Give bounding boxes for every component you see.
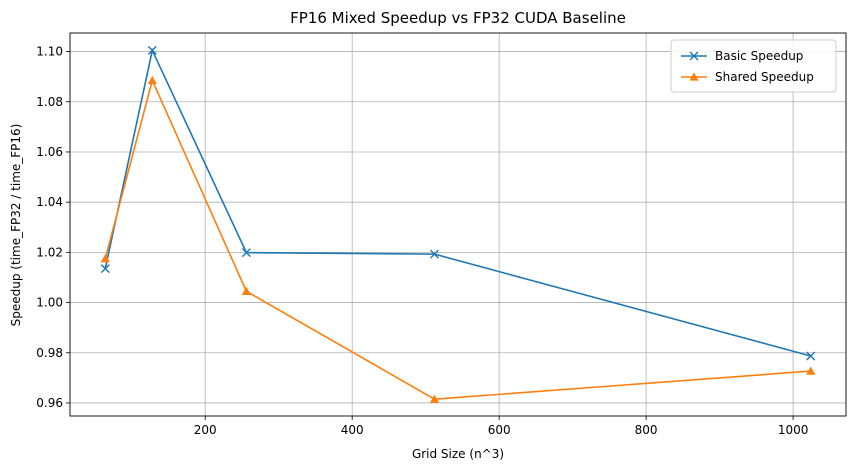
legend-label: Basic Speedup: [715, 49, 803, 63]
y-tick-label: 0.96: [36, 396, 63, 410]
data-point: [806, 366, 816, 375]
y-tick-label: 0.98: [36, 346, 63, 360]
data-point: [100, 264, 110, 274]
data-point: [147, 45, 157, 55]
plot-area: [69, 32, 847, 417]
y-tick-label: 1.02: [36, 245, 63, 259]
data-point: [147, 75, 157, 85]
data-point: [241, 248, 251, 258]
data-point: [429, 249, 439, 259]
legend-entry: Basic Speedup: [681, 49, 803, 63]
x-axis-label: Grid Size (n^3): [412, 447, 504, 461]
legend-marker: [689, 72, 699, 81]
y-axis: 0.96 0.98 1.00 1.02 1.04 1.06 1.08 1.10: [36, 45, 70, 410]
data-point: [806, 351, 816, 361]
series-line: [104, 78, 811, 401]
legend: Basic Speedup Shared Speedup: [670, 39, 837, 93]
x-tick-label: 800: [635, 423, 658, 437]
series-line: [104, 47, 811, 357]
series-1: [100, 45, 816, 361]
y-tick-label: 1.00: [36, 296, 63, 310]
legend-box: [670, 39, 837, 93]
legend-marker: [689, 51, 699, 61]
chart-title: FP16 Mixed Speedup vs FP32 CUDA Baseline: [290, 9, 626, 27]
x-tick-label: 200: [194, 423, 217, 437]
y-axis-label: Speedup (time_FP32 / time_FP16): [9, 124, 23, 327]
data-point: [429, 394, 440, 403]
series-2: [100, 75, 816, 403]
data-point: [100, 254, 110, 263]
legend-entry: Shared Speedup: [681, 70, 814, 84]
x-axis: 200 400 600 800 1000: [194, 416, 809, 437]
x-tick-label: 600: [488, 423, 511, 437]
y-tick-label: 1.10: [36, 45, 63, 59]
legend-label: Shared Speedup: [715, 70, 814, 84]
data-point: [241, 286, 251, 295]
x-tick-label: 1000: [778, 423, 809, 437]
y-tick-label: 1.06: [36, 145, 63, 159]
x-tick-label: 400: [341, 423, 364, 437]
series-layer: [100, 45, 816, 403]
y-tick-label: 1.04: [36, 195, 63, 209]
y-tick-label: 1.08: [36, 95, 63, 109]
